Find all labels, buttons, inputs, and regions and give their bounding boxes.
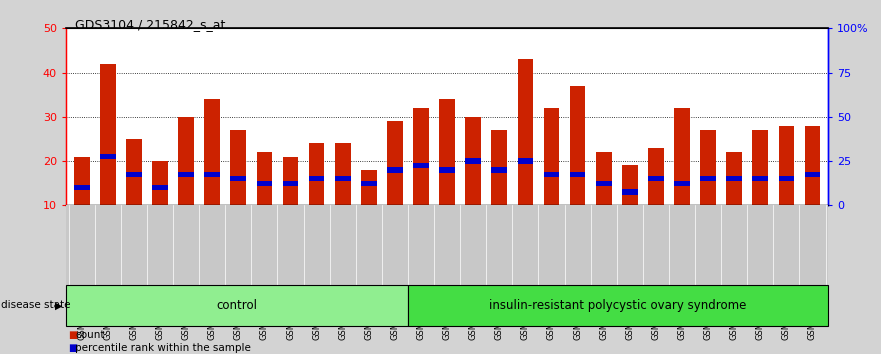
Bar [387, 121, 403, 205]
Bar [152, 185, 168, 190]
Bar [779, 126, 794, 205]
Text: control: control [217, 299, 257, 312]
Bar [570, 86, 586, 205]
Bar [779, 176, 794, 181]
Bar [700, 130, 716, 205]
Bar [648, 176, 663, 181]
Bar [74, 185, 90, 190]
Bar [256, 181, 272, 186]
Bar [440, 167, 455, 172]
Bar [752, 176, 768, 181]
Bar [544, 108, 559, 205]
Bar [74, 156, 90, 205]
Text: count: count [75, 330, 104, 339]
Bar [804, 172, 820, 177]
Bar [152, 161, 168, 205]
Bar [231, 176, 246, 181]
Text: insulin-resistant polycystic ovary syndrome: insulin-resistant polycystic ovary syndr… [489, 299, 746, 312]
Text: ■: ■ [68, 330, 77, 339]
Bar [596, 181, 611, 186]
Bar [674, 181, 690, 186]
Bar [465, 159, 481, 164]
Bar [361, 170, 377, 205]
Bar [492, 130, 507, 205]
Bar [204, 99, 220, 205]
Bar [283, 156, 299, 205]
Bar [256, 152, 272, 205]
Bar [100, 64, 115, 205]
Bar [596, 152, 611, 205]
Bar [308, 176, 324, 181]
Text: GDS3104 / 215842_s_at: GDS3104 / 215842_s_at [75, 18, 226, 31]
Bar [700, 176, 716, 181]
Bar [674, 108, 690, 205]
Bar [178, 117, 194, 205]
Bar [126, 139, 142, 205]
Bar [752, 130, 768, 205]
Bar [440, 99, 455, 205]
Bar [413, 163, 429, 168]
Bar [126, 172, 142, 177]
Bar [361, 181, 377, 186]
Bar [492, 167, 507, 172]
Bar [308, 143, 324, 205]
Bar [231, 130, 246, 205]
Text: percentile rank within the sample: percentile rank within the sample [75, 343, 251, 353]
Bar [804, 126, 820, 205]
Bar [100, 154, 115, 159]
Bar [622, 189, 638, 195]
Bar [283, 181, 299, 186]
Bar [465, 117, 481, 205]
Bar [648, 148, 663, 205]
Bar [622, 166, 638, 205]
Bar [517, 59, 533, 205]
Bar [413, 108, 429, 205]
Bar [387, 167, 403, 172]
Bar [726, 152, 742, 205]
Bar [204, 172, 220, 177]
Bar [544, 172, 559, 177]
Bar [335, 176, 351, 181]
Bar [517, 159, 533, 164]
Text: ■: ■ [68, 343, 77, 353]
Text: disease state: disease state [1, 300, 70, 310]
Bar [570, 172, 586, 177]
Bar [335, 143, 351, 205]
Bar [726, 176, 742, 181]
Text: ▶: ▶ [55, 300, 63, 310]
Bar [178, 172, 194, 177]
